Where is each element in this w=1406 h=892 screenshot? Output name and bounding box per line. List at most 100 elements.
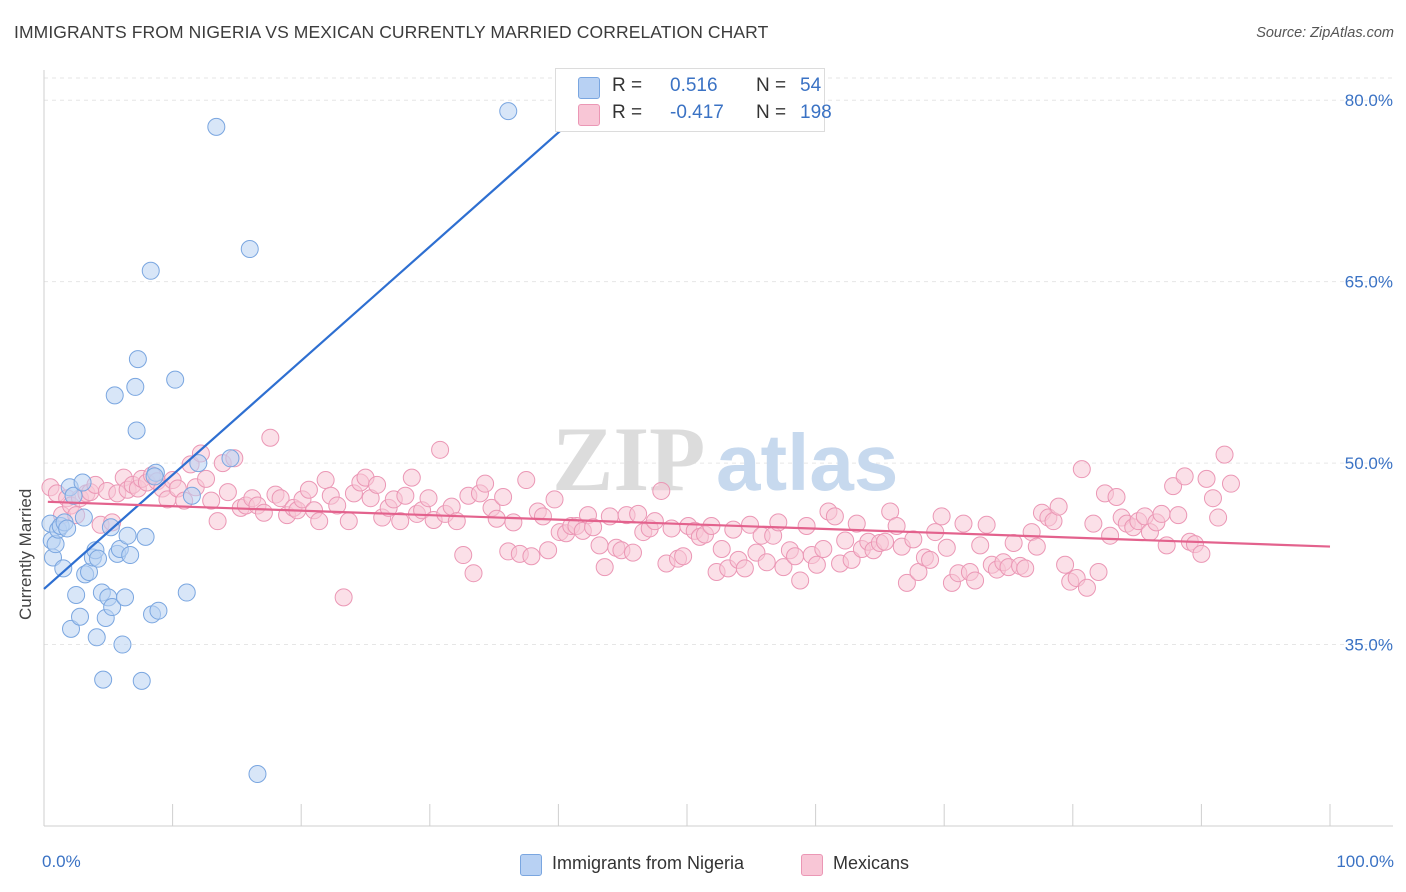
legend-n-value: 54	[800, 75, 822, 96]
data-point	[971, 536, 990, 555]
data-point	[645, 512, 664, 531]
data-point	[132, 671, 151, 690]
data-point	[674, 547, 693, 566]
data-point	[476, 474, 495, 493]
legend-n-label: N =	[756, 102, 787, 123]
data-point	[182, 486, 201, 505]
bottom-legend-label-mexicans: Mexicans	[833, 853, 910, 873]
data-point	[1164, 477, 1183, 496]
data-point	[94, 670, 113, 689]
data-point	[517, 471, 536, 490]
data-point	[791, 571, 810, 590]
data-point	[499, 102, 518, 121]
data-point	[977, 515, 996, 534]
data-point	[128, 350, 147, 369]
series-nigeria	[41, 102, 518, 783]
data-point	[545, 490, 564, 509]
data-point	[629, 504, 648, 523]
y-tick-labels: 80.0% 65.0% 50.0% 35.0%	[1345, 91, 1393, 654]
data-point	[712, 540, 731, 559]
y-axis-label: Currently Married	[16, 488, 35, 620]
trend-line	[47, 500, 1331, 548]
data-point	[590, 536, 609, 555]
legend-r-value: -0.417	[670, 102, 724, 123]
data-point	[87, 628, 106, 647]
data-point	[1152, 504, 1171, 523]
data-point	[1049, 497, 1068, 516]
data-point	[67, 585, 86, 604]
data-point	[786, 547, 805, 566]
y-tick-label: 80.0%	[1345, 91, 1393, 110]
data-point	[73, 473, 92, 492]
data-point	[904, 530, 923, 549]
data-point	[141, 261, 160, 280]
data-point	[847, 514, 866, 533]
data-point	[58, 519, 77, 538]
data-point	[1101, 526, 1120, 545]
data-point	[1056, 555, 1075, 574]
data-point	[584, 518, 603, 537]
data-point	[937, 538, 956, 557]
data-point	[595, 558, 614, 577]
data-point	[807, 555, 826, 574]
data-point	[1221, 474, 1240, 493]
data-point	[105, 386, 124, 405]
data-point	[74, 508, 93, 527]
x-tick-min: 0.0%	[42, 852, 81, 871]
data-point	[539, 541, 558, 560]
data-point	[1192, 544, 1211, 563]
bottom-legend-swatch-nigeria	[520, 854, 542, 876]
data-point	[310, 512, 329, 531]
data-point	[1157, 536, 1176, 555]
data-point	[207, 117, 226, 136]
data-point	[396, 486, 415, 505]
watermark-atlas: atlas	[716, 418, 898, 507]
legend-n-value: 198	[800, 102, 832, 123]
data-point	[118, 526, 137, 545]
data-point	[126, 377, 145, 396]
data-point	[189, 454, 208, 473]
data-point	[240, 240, 259, 259]
data-point	[623, 543, 642, 562]
data-point	[208, 512, 227, 531]
legend-r-label: R =	[612, 102, 643, 123]
data-point	[921, 550, 940, 569]
data-point	[932, 507, 951, 526]
data-point	[54, 559, 73, 578]
data-point	[254, 503, 273, 522]
trend-lines	[43, 126, 1331, 590]
data-point	[876, 532, 895, 551]
correlation-legend: R = 0.516 N = 54 R = -0.417 N = 198	[555, 68, 832, 132]
bottom-legend-swatch-mexicans	[801, 854, 823, 876]
data-point	[825, 507, 844, 526]
chart-title: IMMIGRANTS FROM NIGERIA VS MEXICAN CURRE…	[14, 22, 769, 42]
data-point	[113, 635, 132, 654]
y-tick-label: 35.0%	[1345, 636, 1393, 655]
x-tick-max: 100.0%	[1336, 852, 1394, 871]
data-point	[177, 583, 196, 602]
legend-swatch-nigeria	[578, 77, 600, 99]
data-point	[391, 512, 410, 531]
data-point	[101, 518, 120, 537]
data-point	[71, 607, 90, 626]
data-point	[316, 471, 335, 490]
data-point	[116, 588, 135, 607]
data-point	[1077, 578, 1096, 597]
y-tick-label: 65.0%	[1345, 273, 1393, 292]
data-point	[368, 475, 387, 494]
data-point	[1169, 506, 1188, 525]
legend-swatch-mexicans	[578, 104, 600, 126]
data-point	[814, 540, 833, 559]
data-point	[248, 764, 267, 783]
data-point	[774, 558, 793, 577]
data-point	[402, 468, 421, 487]
source-label[interactable]: Source: ZipAtlas.com	[1256, 25, 1394, 41]
data-point	[62, 619, 81, 638]
data-point	[145, 467, 164, 486]
data-point	[741, 515, 760, 534]
data-point	[149, 601, 168, 620]
data-point	[1203, 489, 1222, 508]
series-mexicans	[41, 428, 1240, 607]
data-point	[1004, 533, 1023, 552]
